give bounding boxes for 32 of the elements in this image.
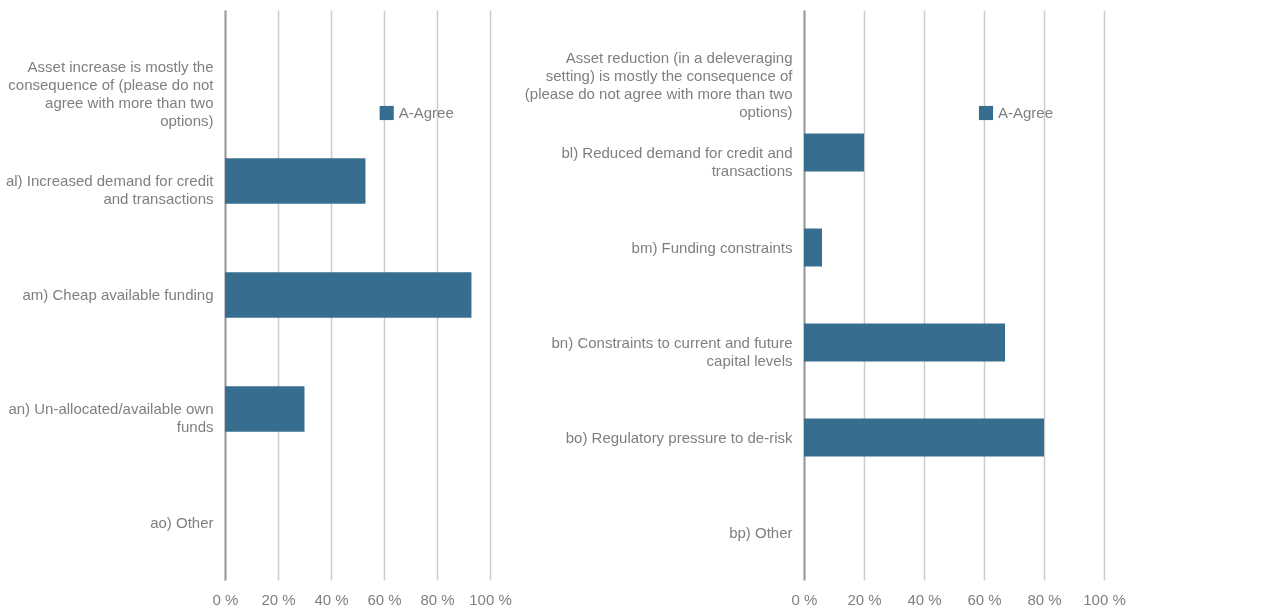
legend-label: A-Agree	[998, 104, 1054, 121]
y-tick-label: bm) Funding constraints	[631, 238, 793, 256]
y-tick-label: bp) Other	[729, 523, 793, 541]
y-tick-label: bl) Reduced demand for credit and transactions	[561, 143, 793, 179]
y-tick-label: Asset increase is mostly the consequence of (please do not agree with more than two options)	[8, 58, 215, 129]
x-tick-label: 60 %	[367, 590, 402, 605]
x-tick-label: 100 %	[1083, 590, 1126, 605]
x-tick-label: 60 %	[967, 590, 1002, 605]
bar	[804, 418, 1044, 457]
y-tick-label: ao) Other	[150, 514, 214, 531]
bar	[804, 228, 822, 267]
y-tick-label: Asset reduction (in a deleveraging setting) is mostly the consequence of (please do not agree with more than two options)	[524, 48, 794, 120]
x-tick-label: 80 %	[1027, 590, 1062, 605]
bar	[225, 272, 472, 318]
x-tick-label: 20 %	[261, 590, 296, 605]
bar	[225, 386, 305, 432]
bar	[225, 158, 366, 204]
y-tick-label: am) Cheap available funding	[22, 286, 214, 303]
x-tick-label: 100 %	[469, 590, 512, 605]
x-tick-label: 0 %	[791, 590, 818, 605]
x-tick-label: 20 %	[847, 590, 882, 605]
bar	[804, 323, 1005, 362]
x-tick-label: 0 %	[212, 590, 239, 605]
y-tick-label: bo) Regulatory pressure to de-risk	[565, 428, 793, 446]
x-tick-label: 80 %	[420, 590, 455, 605]
y-tick-label: an) Un-allocated/available own funds	[8, 400, 214, 435]
x-tick-label: 40 %	[907, 590, 942, 605]
legend-label: A-Agree	[398, 104, 454, 121]
y-tick-label: bn) Constraints to current and future capital levels	[551, 333, 793, 369]
bar	[804, 133, 864, 172]
x-tick-label: 40 %	[314, 590, 349, 605]
y-tick-label: al) Increased demand for credit and transactions	[5, 172, 215, 207]
